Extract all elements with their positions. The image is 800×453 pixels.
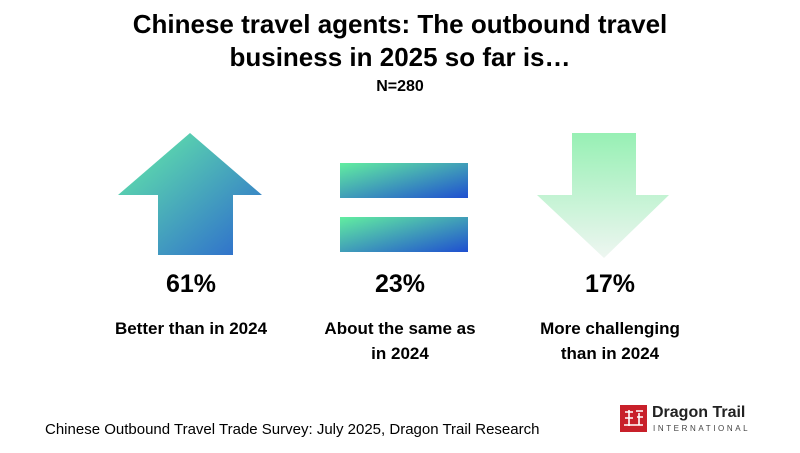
brand-sub: INTERNATIONAL — [653, 424, 751, 433]
percentage: 17% — [584, 270, 636, 298]
subtitle: N=280 — [376, 78, 424, 95]
percentage: 61% — [165, 270, 217, 298]
equals-bottom — [340, 217, 468, 252]
up-arrow — [118, 133, 262, 255]
brand: Dragon Trail — [652, 404, 746, 421]
title: Chinese travel agents: The outbound trav… — [132, 9, 668, 72]
item-label: About the same as in 2024 — [324, 319, 476, 363]
logo-glyph — [624, 410, 643, 426]
equals-top — [340, 163, 468, 198]
item-label: Better than in 2024 — [114, 319, 268, 338]
down-arrow — [537, 133, 669, 258]
source: Chinese Outbound Travel Trade Survey: Ju… — [45, 421, 540, 438]
logo-mark — [620, 405, 647, 432]
percentage: 23% — [374, 270, 426, 298]
item-label: More challenging than in 2024 — [540, 319, 680, 363]
